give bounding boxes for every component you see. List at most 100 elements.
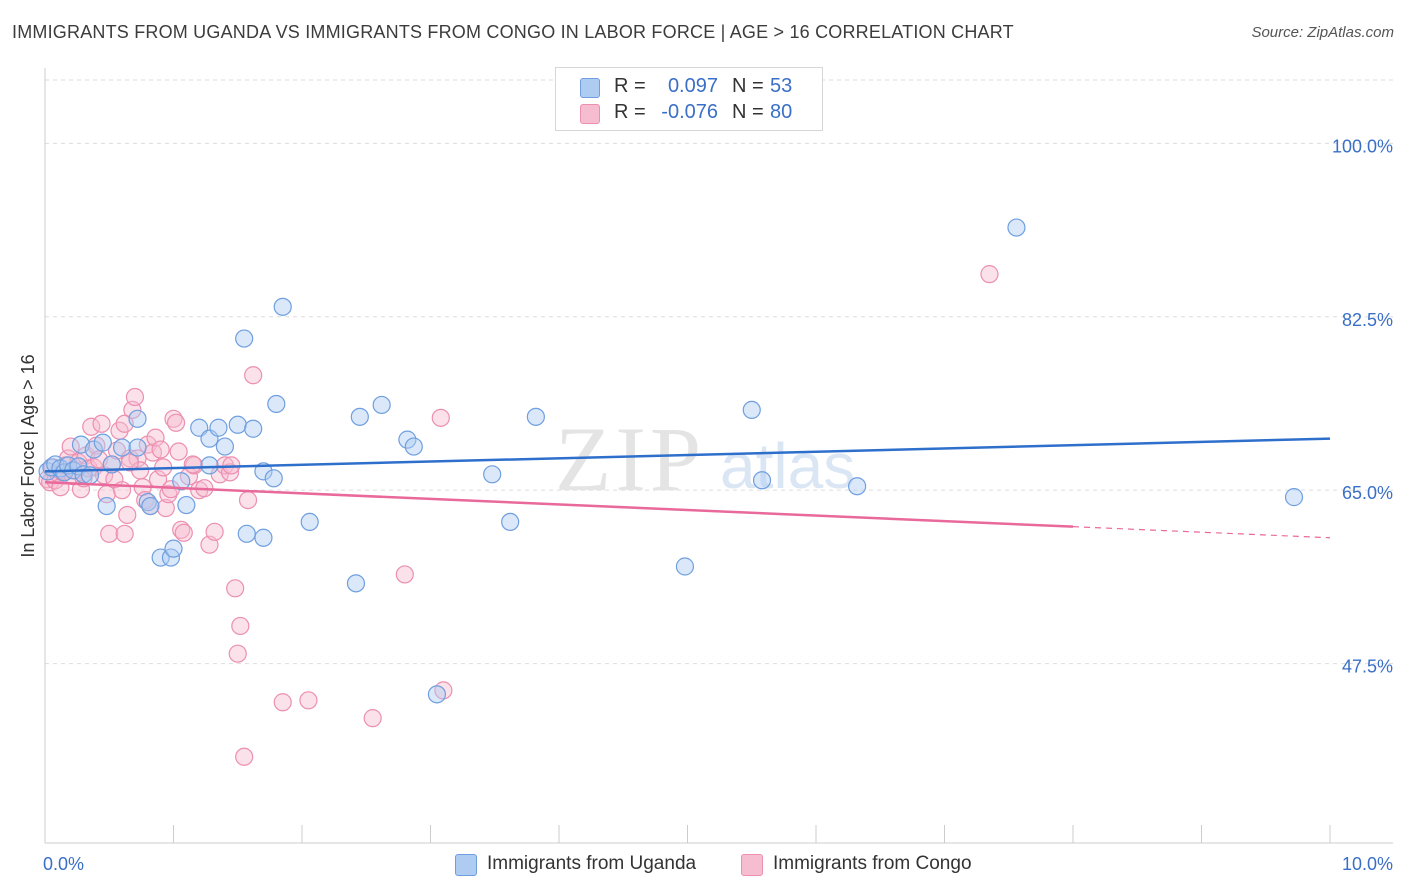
congo-point bbox=[151, 440, 170, 459]
uganda-point bbox=[235, 329, 254, 348]
uganda-point bbox=[237, 524, 256, 543]
uganda-point bbox=[141, 496, 160, 516]
congo-point bbox=[980, 265, 999, 284]
uganda-point bbox=[164, 539, 183, 558]
uganda-point bbox=[264, 469, 283, 488]
uganda-point bbox=[244, 419, 263, 438]
uganda-point bbox=[273, 297, 292, 316]
uganda-point bbox=[128, 438, 147, 457]
congo-point bbox=[82, 417, 101, 436]
congo-point bbox=[174, 523, 193, 542]
n-label: N = bbox=[732, 75, 764, 97]
uganda-point bbox=[1007, 218, 1026, 237]
uganda-points bbox=[38, 218, 1304, 704]
congo-trendline-extension bbox=[1072, 526, 1331, 539]
uganda-point bbox=[300, 512, 319, 532]
uganda-point bbox=[501, 512, 520, 532]
uganda-point bbox=[372, 395, 391, 415]
uganda-point bbox=[398, 430, 417, 449]
congo-swatch bbox=[580, 104, 600, 124]
uganda-point bbox=[93, 433, 112, 452]
x-tick-label: 0.0% bbox=[43, 854, 84, 874]
r-label: R = bbox=[614, 101, 646, 123]
congo-point bbox=[231, 616, 250, 636]
congo-point bbox=[172, 520, 191, 539]
uganda-point bbox=[346, 574, 366, 593]
congo-point bbox=[235, 747, 254, 766]
n-value: 53 bbox=[770, 75, 793, 97]
congo-point bbox=[395, 565, 414, 584]
uganda-point bbox=[427, 685, 447, 704]
uganda-point bbox=[1284, 488, 1304, 507]
n-label: N = bbox=[732, 101, 764, 123]
congo-point bbox=[273, 693, 292, 712]
congo-point bbox=[238, 490, 258, 510]
watermark-atlas: atlas bbox=[720, 430, 855, 502]
congo-point bbox=[120, 453, 139, 472]
x-tick-label: 10.0% bbox=[1342, 854, 1393, 874]
axis-layer bbox=[44, 68, 1393, 844]
trendlines bbox=[44, 437, 1331, 539]
watermark: ZIP atlas bbox=[555, 408, 855, 510]
congo-point bbox=[159, 485, 178, 504]
r-label: R = bbox=[614, 75, 646, 97]
congo-point bbox=[183, 455, 202, 474]
congo-point bbox=[244, 366, 263, 385]
uganda-point bbox=[177, 495, 196, 515]
congo-point bbox=[205, 522, 224, 541]
congo-point bbox=[184, 456, 204, 475]
congo-point bbox=[146, 428, 165, 447]
congo-points bbox=[38, 265, 999, 766]
y-tick-label: 100.0% bbox=[1332, 136, 1393, 156]
uganda-point bbox=[97, 496, 116, 516]
y-axis-label: In Labor Force | Age > 16 bbox=[18, 354, 38, 557]
congo-point bbox=[363, 709, 382, 728]
uganda-point bbox=[848, 477, 867, 496]
series-legend: Immigrants from Uganda Immigrants from C… bbox=[0, 852, 1406, 878]
congo-point bbox=[118, 505, 137, 525]
uganda-point bbox=[350, 407, 369, 426]
y-tick-label: 47.5% bbox=[1342, 657, 1393, 677]
congo-point bbox=[220, 463, 240, 482]
n-value: 80 bbox=[770, 101, 793, 123]
congo-swatch bbox=[741, 854, 763, 876]
congo-point bbox=[156, 498, 175, 518]
y-tick-label: 82.5% bbox=[1342, 310, 1393, 330]
uganda-point bbox=[151, 548, 170, 567]
uganda-point bbox=[404, 437, 423, 456]
uganda-point bbox=[112, 438, 132, 457]
uganda-point bbox=[84, 440, 103, 459]
uganda-point bbox=[209, 418, 228, 437]
uganda-swatch bbox=[580, 78, 600, 98]
correlation-legend: R = 0.097 N = 53 R = -0.076 N = 80 bbox=[555, 67, 823, 131]
congo-trendline bbox=[44, 481, 1074, 528]
uganda-swatch bbox=[455, 854, 477, 876]
uganda-point bbox=[172, 472, 191, 491]
uganda-point bbox=[215, 437, 234, 456]
congo-point bbox=[431, 408, 450, 427]
r-value: 0.097 bbox=[667, 75, 718, 97]
uganda-trendline bbox=[44, 437, 1331, 473]
r-value: -0.076 bbox=[661, 101, 718, 123]
uganda-point bbox=[228, 415, 247, 434]
chart-title: IMMIGRANTS FROM UGANDA VS IMMIGRANTS FRO… bbox=[12, 22, 1014, 42]
legend-label-congo: Immigrants from Congo bbox=[773, 853, 972, 874]
uganda-point bbox=[742, 400, 761, 420]
uganda-point bbox=[526, 407, 545, 426]
congo-point bbox=[169, 442, 188, 461]
congo-point bbox=[299, 691, 318, 710]
congo-point bbox=[125, 387, 145, 407]
congo-point bbox=[115, 524, 134, 543]
congo-point bbox=[100, 524, 119, 543]
uganda-point bbox=[128, 409, 147, 428]
source-label: Source: ZipAtlas.com bbox=[1251, 24, 1394, 41]
congo-point bbox=[136, 490, 155, 510]
congo-point bbox=[166, 413, 186, 432]
congo-point bbox=[228, 644, 247, 663]
legend-label-uganda: Immigrants from Uganda bbox=[487, 853, 697, 874]
congo-point bbox=[226, 579, 245, 598]
congo-point bbox=[92, 414, 111, 433]
uganda-point bbox=[752, 471, 772, 490]
uganda-point bbox=[483, 465, 502, 484]
